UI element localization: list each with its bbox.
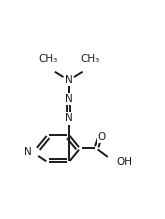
Text: O: O (98, 132, 106, 142)
Text: N: N (65, 94, 73, 104)
Text: N: N (65, 75, 73, 85)
Text: N: N (24, 147, 31, 157)
Text: CH₃: CH₃ (38, 54, 57, 64)
Text: OH: OH (116, 157, 132, 167)
Text: N: N (65, 113, 73, 124)
Text: CH₃: CH₃ (80, 54, 99, 64)
